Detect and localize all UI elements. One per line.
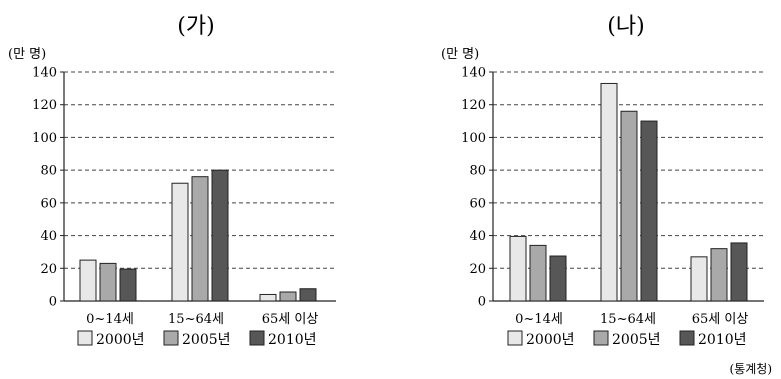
legend-swatch — [77, 330, 93, 346]
x-category-label: 0~14세 — [86, 312, 134, 327]
legend-swatch — [593, 330, 609, 346]
chart-title: (가) — [177, 14, 214, 39]
legend-label: 2010년 — [698, 332, 747, 348]
bar — [730, 242, 748, 302]
chart-title: (나) — [607, 14, 644, 39]
y-tick-label: 40 — [40, 229, 57, 244]
y-axis-unit-label: (만 명) — [8, 47, 46, 62]
legend-label: 2005년 — [182, 332, 231, 348]
legend-label: 2010년 — [268, 332, 317, 348]
y-tick-label: 60 — [469, 196, 486, 211]
bar — [259, 293, 277, 302]
y-axis-unit-label: (만 명) — [441, 47, 479, 62]
bar — [79, 259, 97, 302]
y-tick-label: 80 — [40, 164, 57, 179]
bar — [549, 255, 567, 302]
bar — [529, 244, 547, 302]
y-tick-label: 40 — [469, 229, 486, 244]
legend-label: 2005년 — [612, 332, 661, 348]
bar — [211, 169, 229, 302]
bar — [171, 182, 189, 302]
x-category-label: 15~64세 — [168, 312, 224, 327]
y-tick-label: 20 — [40, 262, 57, 277]
chart-panel-ga: (가) (만 명) 0 20 40 60 80 100 120 140 0~14세 15~64세 65세… — [8, 14, 336, 348]
legend-swatch — [507, 330, 523, 346]
y-tick-label: 20 — [469, 262, 486, 277]
y-tick-label: 120 — [32, 98, 57, 113]
y-tick-label: 60 — [40, 196, 57, 211]
bar — [620, 110, 638, 302]
x-category-label: 0~14세 — [515, 312, 563, 327]
legend-swatch — [679, 330, 695, 346]
bar — [690, 256, 708, 302]
bar — [279, 291, 297, 302]
y-tick-label: 140 — [461, 66, 486, 81]
bar — [640, 120, 658, 302]
x-category-label: 65세 이상 — [692, 312, 749, 327]
legend-label: 2000년 — [96, 332, 145, 348]
legend-swatch — [163, 330, 179, 346]
y-tick-label: 100 — [32, 131, 57, 146]
x-category-label: 15~64세 — [600, 312, 656, 327]
bar — [119, 268, 137, 302]
bar — [600, 82, 618, 302]
y-tick-label: 120 — [461, 98, 486, 113]
legend-label: 2000년 — [526, 332, 575, 348]
y-tick-label: 0 — [49, 295, 57, 310]
bar — [299, 288, 317, 302]
bar — [191, 176, 209, 302]
y-tick-label: 80 — [469, 164, 486, 179]
x-category-label: 65세 이상 — [262, 312, 319, 327]
source-note: (통계청) — [730, 362, 772, 376]
y-tick-label: 140 — [32, 66, 57, 81]
bar — [710, 248, 728, 302]
chart-panel-na: (나) (만 명) 0 20 40 60 80 100 120 140 0~14세 15~64세 65세… — [441, 14, 764, 348]
bar — [509, 235, 527, 302]
y-tick-label: 100 — [461, 131, 486, 146]
legend-swatch — [249, 330, 265, 346]
y-tick-label: 0 — [478, 295, 486, 310]
bar — [99, 262, 117, 302]
